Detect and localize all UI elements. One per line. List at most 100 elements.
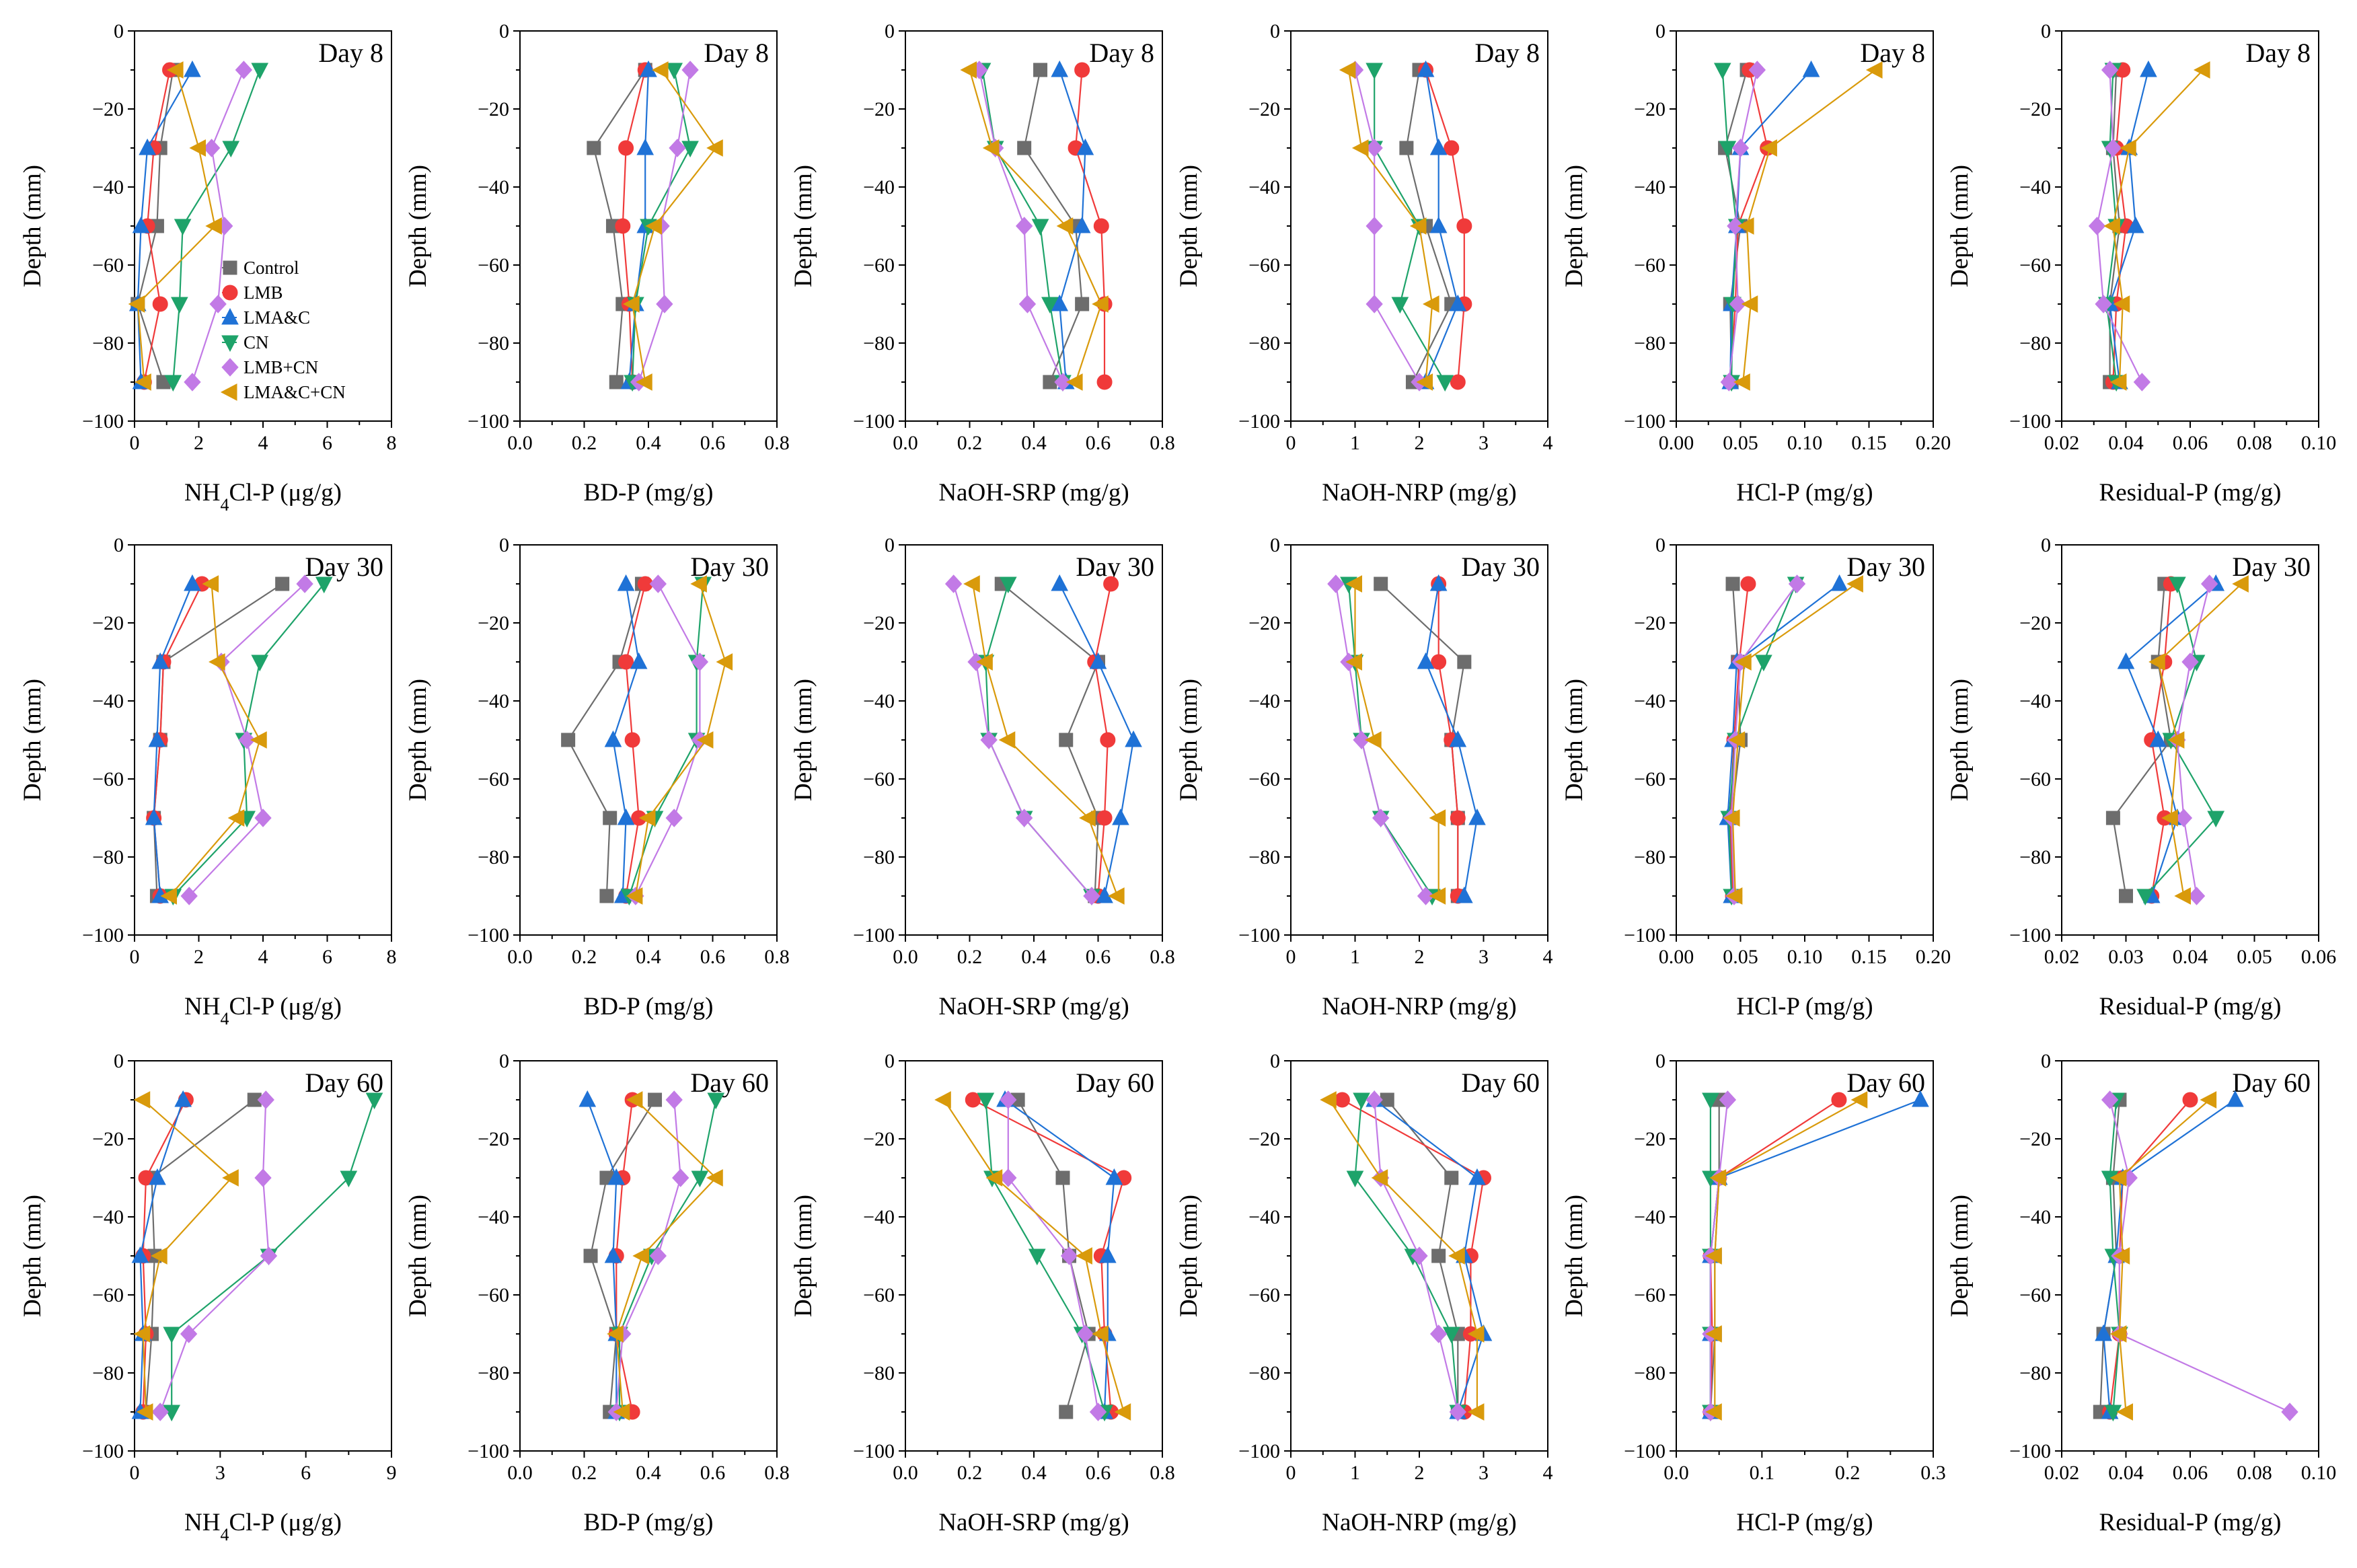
series-lma-c-cn <box>607 1091 723 1421</box>
y-tick-label: −40 <box>2019 176 2051 198</box>
data-point <box>1100 732 1116 748</box>
x-tick-label: 1 <box>1350 1462 1360 1484</box>
y-tick-label: −100 <box>853 410 895 433</box>
data-point <box>1468 1168 1486 1185</box>
data-point <box>1429 216 1448 233</box>
data-point <box>2113 295 2130 313</box>
data-point <box>599 889 614 903</box>
data-point <box>640 60 657 77</box>
series-lma-c-cn <box>1733 61 1883 391</box>
y-tick-label: 0 <box>2041 20 2051 42</box>
data-point <box>1089 1403 1107 1421</box>
data-point <box>296 574 313 593</box>
data-point <box>1705 1247 1722 1265</box>
x-tick-label: 0.04 <box>2108 1462 2144 1484</box>
y-tick-label: 0 <box>499 20 509 42</box>
x-tick-label: 0.2 <box>572 1462 597 1484</box>
data-point <box>603 811 618 825</box>
data-point <box>2117 652 2135 669</box>
y-tick-label: −40 <box>92 690 124 712</box>
data-point <box>251 63 269 80</box>
x-tick-label: 0 <box>130 1462 140 1484</box>
series-lma-c-cn <box>623 61 723 391</box>
y-tick-label: −100 <box>1624 924 1666 946</box>
data-point <box>151 1403 169 1421</box>
y-tick-label: −80 <box>478 1362 509 1384</box>
data-point <box>1449 1403 1466 1421</box>
data-point <box>2227 1090 2244 1107</box>
chart-panel: 0 1 2 3 4 0 −20 −40 −60 −80 −100 NaOH-NRP (mg/g) Dep… <box>1175 1050 1553 1536</box>
data-point <box>1755 655 1772 672</box>
chart-title: Day 8 <box>318 38 383 68</box>
data-point <box>2187 887 2206 905</box>
data-point <box>1351 139 1369 157</box>
y-tick-label: −100 <box>467 924 509 946</box>
data-point <box>1017 141 1032 155</box>
data-point <box>2109 1169 2127 1187</box>
y-tick-label: −40 <box>92 176 124 198</box>
x-tick-label: 0.0 <box>893 432 918 454</box>
y-tick-label: −20 <box>1634 1128 1666 1150</box>
series-line <box>1001 583 1099 897</box>
y-tick-label: −40 <box>1248 1206 1280 1228</box>
y-axis-label: Depth (mm) <box>1946 165 1974 287</box>
data-point <box>1033 63 1048 77</box>
x-tick-label: 0.20 <box>1916 432 1951 454</box>
series-lma-c-cn <box>626 575 733 905</box>
legend-item: LMA&C <box>221 307 310 328</box>
data-point <box>1365 1090 1383 1109</box>
y-tick-label: −80 <box>863 846 895 868</box>
data-point <box>1728 731 1746 749</box>
data-point <box>583 1248 598 1263</box>
data-point <box>626 887 643 905</box>
data-point <box>2109 373 2127 391</box>
data-point <box>1409 217 1427 235</box>
y-tick-label: −60 <box>1634 254 1666 276</box>
x-tick-label: 2 <box>194 432 204 454</box>
data-point <box>1353 1092 1370 1110</box>
x-tick-label: 0.0 <box>507 946 533 968</box>
legend-label: LMA&C+CN <box>244 382 346 402</box>
data-point <box>2175 809 2193 827</box>
data-point <box>260 1246 278 1265</box>
chart-panel: 0.02 0.04 0.06 0.08 0.10 0 −20 −40 −60 −80 −100 Res… <box>1946 20 2336 507</box>
x-tick-label: 0.10 <box>2301 1462 2337 1484</box>
data-point <box>1059 1405 1074 1419</box>
data-point <box>1018 295 1037 313</box>
data-point <box>1051 574 1069 591</box>
data-point <box>174 219 192 236</box>
y-tick-label: 0 <box>1270 1050 1280 1072</box>
x-axis-label: NaOH-NRP (mg/g) <box>1322 993 1516 1020</box>
y-tick-label: 0 <box>499 534 509 556</box>
data-point <box>1059 733 1074 747</box>
x-axis-label: NH4Cl-P (μg/g) <box>184 993 342 1029</box>
x-tick-label: 0.05 <box>1723 432 1758 454</box>
y-tick-label: −40 <box>478 690 509 712</box>
x-tick-label: 0.15 <box>1851 432 1887 454</box>
data-point <box>648 1092 663 1107</box>
series-lmb <box>618 576 653 904</box>
data-point <box>672 1168 689 1187</box>
x-axis-label: BD-P (mg/g) <box>584 479 714 507</box>
data-point <box>1802 60 1820 77</box>
data-point <box>944 574 963 593</box>
y-tick-label: −20 <box>478 612 509 634</box>
chart-panel: 0.0 0.1 0.2 0.3 0 −20 −40 −60 −80 −100 HCl-P (mg/g… <box>1561 1050 1946 1536</box>
y-tick-label: −20 <box>92 612 124 634</box>
plot-frame <box>905 544 1163 936</box>
data-point <box>1028 1248 1046 1266</box>
data-point <box>649 1246 667 1265</box>
data-point <box>238 731 256 749</box>
data-point <box>139 138 156 155</box>
data-point <box>613 1403 630 1421</box>
y-tick-label: −60 <box>478 254 509 276</box>
data-point <box>1365 217 1383 235</box>
y-tick-label: −60 <box>1634 1284 1666 1306</box>
y-tick-label: −40 <box>1634 1206 1666 1228</box>
x-tick-label: 0.1 <box>1750 1462 1775 1484</box>
series-lma-c-cn <box>1339 61 1439 391</box>
y-tick-label: −100 <box>82 924 124 946</box>
series-lma-c-cn <box>1320 1091 1485 1421</box>
y-tick-label: −80 <box>1248 1362 1280 1384</box>
y-tick-label: −60 <box>1248 1284 1280 1306</box>
